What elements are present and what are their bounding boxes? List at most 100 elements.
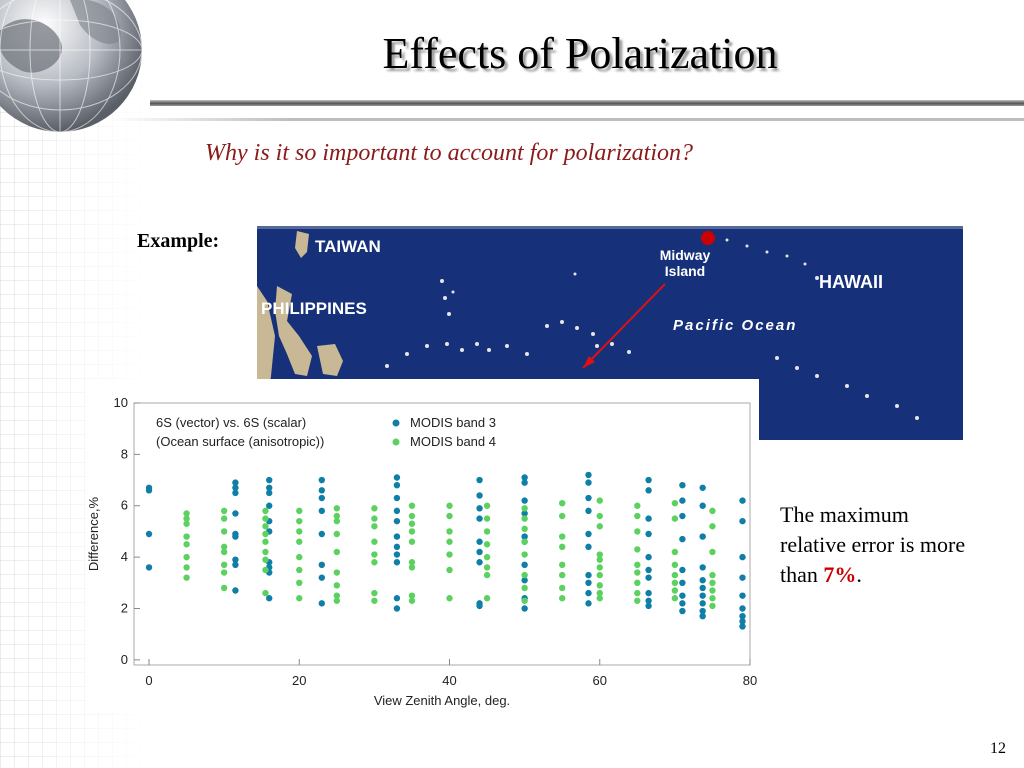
x-tick-label: 20 xyxy=(292,673,306,688)
data-point-band4 xyxy=(483,515,491,522)
data-point-band4 xyxy=(521,525,528,533)
slide-title: Effects of Polarization xyxy=(382,29,778,78)
y-tick-label: 0 xyxy=(121,652,128,667)
data-point-band4 xyxy=(634,589,641,597)
label-philippines: PHILIPPINES xyxy=(261,299,367,318)
data-point-band3 xyxy=(699,502,706,509)
data-point-band3 xyxy=(699,592,706,599)
plot-frame xyxy=(133,402,751,666)
data-point-band4 xyxy=(483,564,491,571)
data-point-band3 xyxy=(521,474,528,481)
data-point-band4 xyxy=(220,528,228,535)
data-point-band4 xyxy=(333,597,341,604)
data-point-band4 xyxy=(262,515,269,522)
landmass-philippines xyxy=(275,286,312,376)
data-point-band4 xyxy=(521,571,528,579)
scatter-chart: 0 2 4 6 8 10 0 20 40 60 80 6S (vector) vs. 6S (sc… xyxy=(86,395,757,708)
data-point-band3 xyxy=(699,607,706,615)
data-point-band3 xyxy=(476,515,483,522)
data-point-band3 xyxy=(679,535,686,543)
data-point-band3 xyxy=(699,584,706,592)
data-point-band4 xyxy=(220,507,228,515)
data-point-band4 xyxy=(596,595,603,602)
label-hawaii: HAWAII xyxy=(819,272,883,292)
data-point-band4 xyxy=(634,546,641,553)
y-axis-title: Difference,% xyxy=(86,496,101,571)
data-point-band4 xyxy=(558,561,566,569)
data-point-band4 xyxy=(634,597,641,604)
legend-marker-band3 xyxy=(392,419,400,427)
data-point-band3 xyxy=(318,487,326,494)
data-point-band4 xyxy=(408,502,416,509)
label-midway: Midway xyxy=(660,247,711,263)
y-tick-label: 10 xyxy=(114,395,128,410)
data-point-band3 xyxy=(585,507,592,515)
data-point-band4 xyxy=(671,548,679,556)
data-point-band4 xyxy=(220,515,228,522)
data-point-band3 xyxy=(739,553,746,561)
data-point-band4 xyxy=(709,602,716,610)
data-point-band4 xyxy=(483,502,491,509)
data-point-band4 xyxy=(183,553,190,561)
data-point-band4 xyxy=(521,515,528,522)
data-point-band3 xyxy=(739,592,746,599)
data-point-band4 xyxy=(671,587,679,594)
data-point-band3 xyxy=(266,489,273,497)
data-point-band4 xyxy=(296,566,303,574)
data-point-band3 xyxy=(145,530,153,538)
data-point-band3 xyxy=(679,481,686,489)
data-point-band3 xyxy=(699,612,706,620)
data-point-band3 xyxy=(585,579,592,587)
data-point-band4 xyxy=(521,584,528,592)
data-point-band4 xyxy=(558,512,566,520)
legend-label-band3: MODIS band 3 xyxy=(410,415,496,430)
data-point-band4 xyxy=(333,530,341,538)
data-point-band3 xyxy=(679,579,686,587)
data-point-band4 xyxy=(296,528,303,535)
data-point-band4 xyxy=(709,587,716,594)
midway-marker xyxy=(701,231,715,245)
data-point-band4 xyxy=(596,512,603,520)
data-point-band3 xyxy=(521,605,528,612)
data-point-band4 xyxy=(371,597,378,604)
data-point-band4 xyxy=(521,551,528,558)
data-point-band3 xyxy=(476,492,483,499)
data-point-band4 xyxy=(371,589,378,597)
data-point-band3 xyxy=(699,577,706,584)
data-point-band4 xyxy=(671,499,679,507)
data-point-band3 xyxy=(699,600,706,607)
data-point-band3 xyxy=(645,476,652,484)
data-point-band4 xyxy=(183,510,190,517)
y-tick-label: 8 xyxy=(121,446,128,461)
data-point-band3 xyxy=(393,533,401,540)
data-point-band4 xyxy=(371,551,378,558)
data-point-band4 xyxy=(634,569,641,576)
data-point-band3 xyxy=(521,497,528,504)
example-label: Example: xyxy=(137,230,220,252)
data-point-band3 xyxy=(476,548,483,556)
x-tick-label: 40 xyxy=(442,673,456,688)
data-point-band3 xyxy=(266,595,273,602)
data-point-band3 xyxy=(318,600,326,607)
data-point-band4 xyxy=(296,538,303,545)
data-point-band4 xyxy=(183,564,190,571)
data-point-band3 xyxy=(145,487,153,494)
data-point-band4 xyxy=(709,571,716,579)
data-point-band3 xyxy=(393,507,401,515)
globe-logo xyxy=(0,0,143,133)
data-point-band3 xyxy=(521,577,528,584)
data-point-band3 xyxy=(585,494,592,502)
data-point-band4 xyxy=(262,566,269,574)
x-tick-label: 0 xyxy=(145,673,152,688)
data-point-band3 xyxy=(739,612,746,620)
data-point-band3 xyxy=(232,556,239,563)
data-point-band3 xyxy=(585,471,592,479)
data-point-band4 xyxy=(596,589,603,597)
data-point-band4 xyxy=(709,595,716,602)
data-point-band4 xyxy=(220,548,228,556)
data-point-band4 xyxy=(220,561,228,569)
data-point-band4 xyxy=(296,579,303,587)
data-point-band4 xyxy=(408,528,416,535)
data-point-band4 xyxy=(483,528,491,535)
data-point-band3 xyxy=(232,484,239,491)
